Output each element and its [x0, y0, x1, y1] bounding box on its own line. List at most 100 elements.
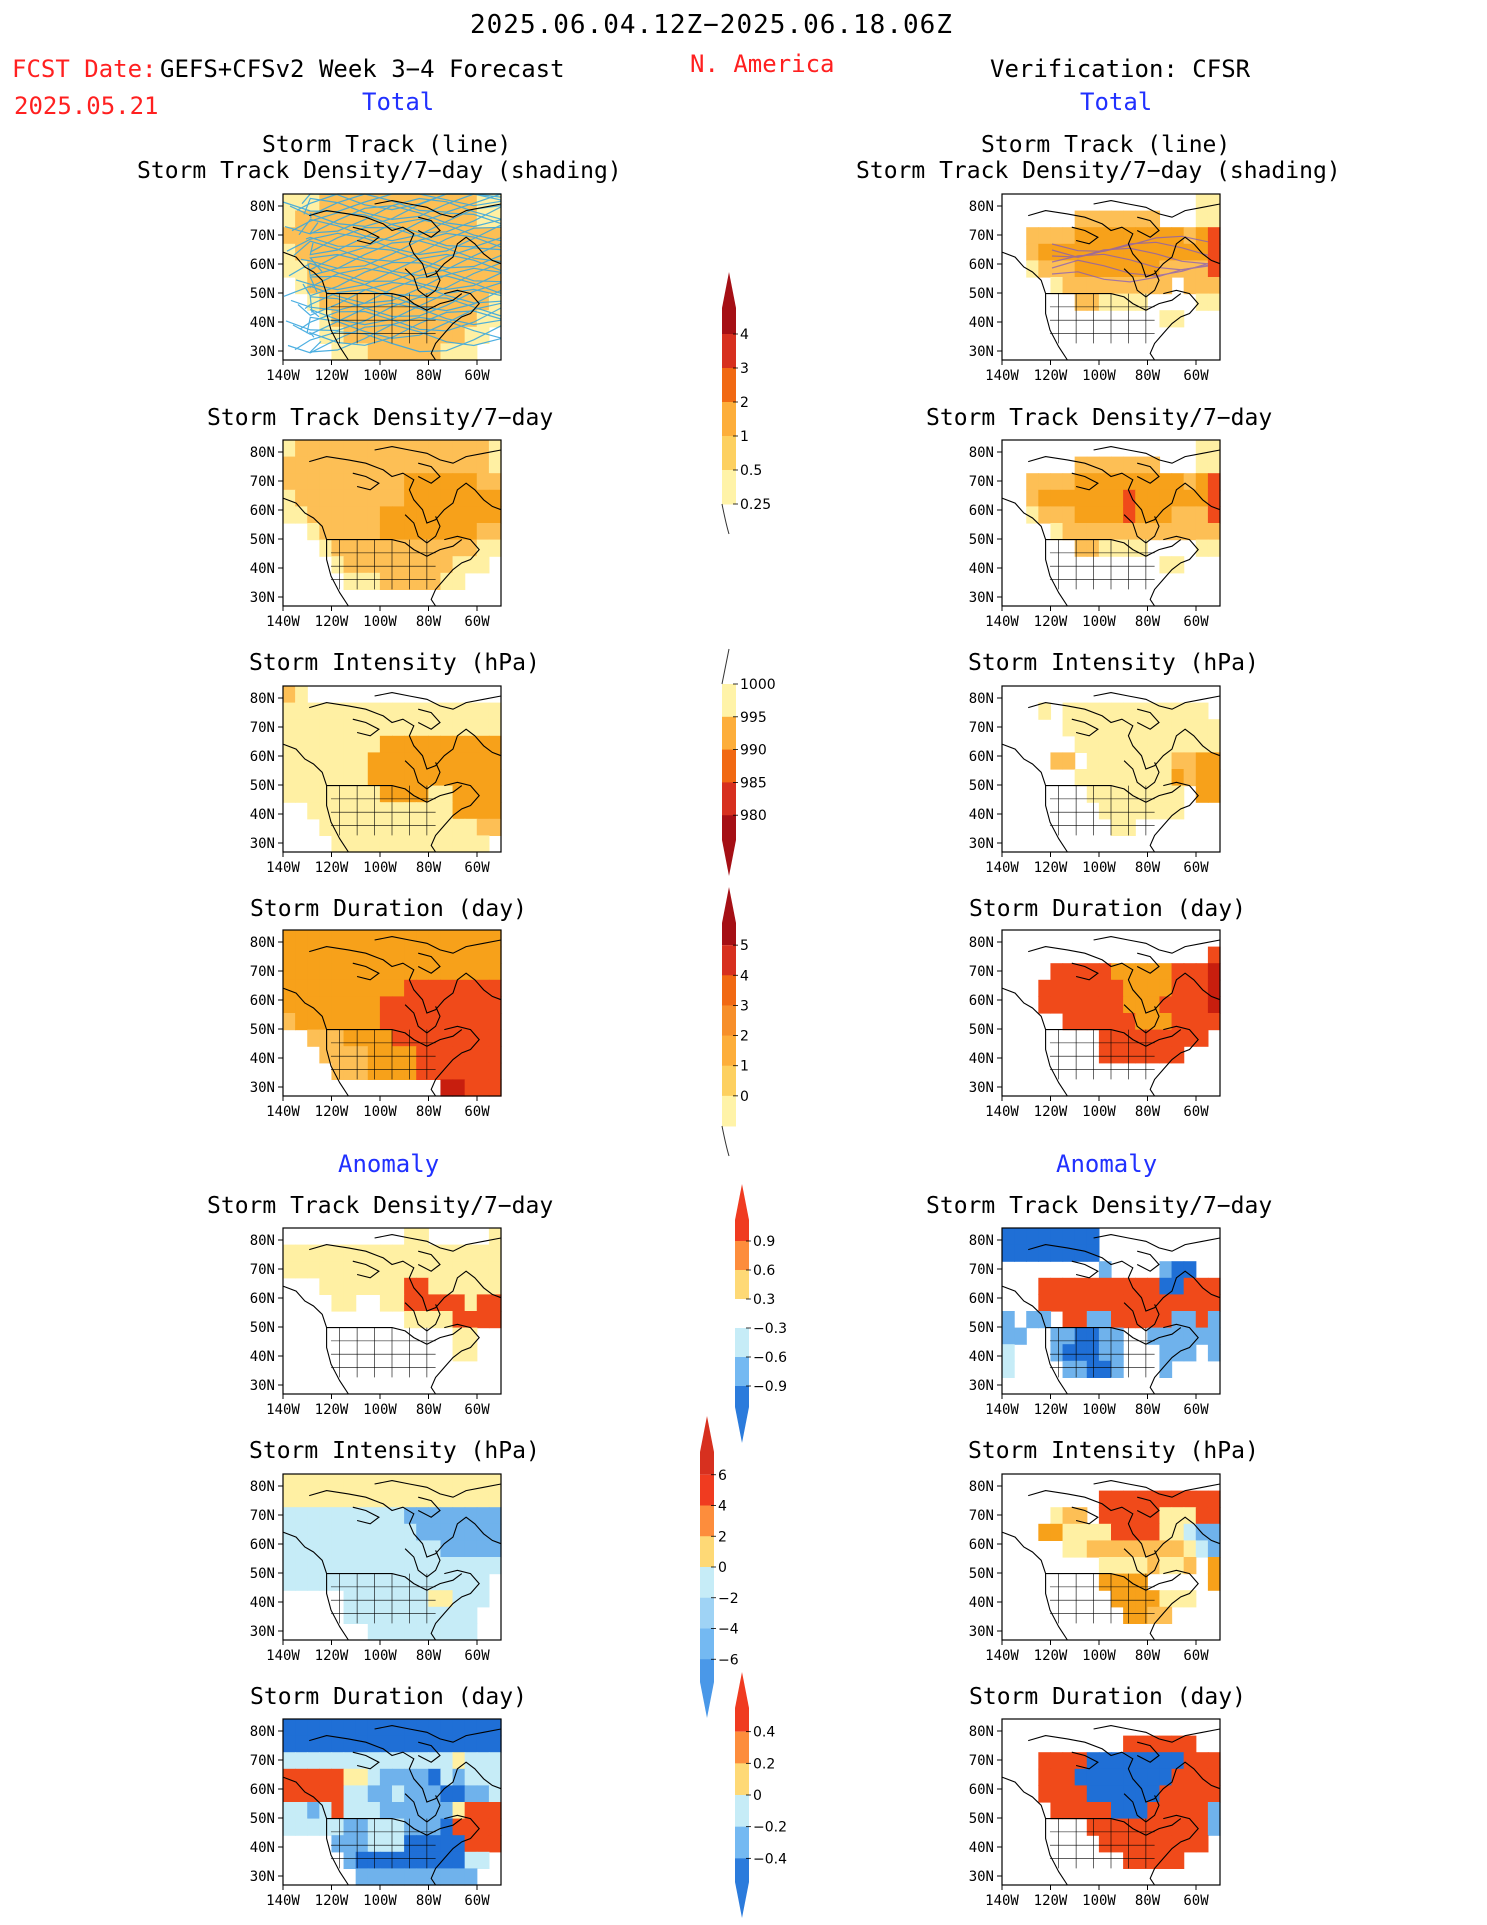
shade-cell: [379, 473, 393, 491]
shade-cell: [295, 785, 308, 803]
shade-cell: [1147, 785, 1161, 803]
lon-tick-label: 60W: [1183, 860, 1209, 876]
colorbar-tail: [721, 503, 730, 535]
shade-cell: [367, 785, 381, 803]
shade-cell: [367, 1868, 381, 1886]
shade-cell: [1098, 227, 1112, 245]
shade-cell: [355, 1735, 369, 1753]
shade-cell: [404, 752, 417, 770]
shade-cell: [1038, 260, 1052, 278]
shade-cell: [319, 818, 333, 836]
shade-cell: [379, 243, 393, 261]
shade-cell: [428, 1623, 442, 1641]
shade-cell: [343, 1540, 357, 1558]
shade-cell: [1159, 1835, 1173, 1853]
shade-cell: [379, 1490, 393, 1508]
shade-cell: [1074, 506, 1088, 524]
lat-tick-label: 40N: [250, 315, 275, 331]
shade-cell: [1123, 1029, 1136, 1047]
shade-cell: [283, 210, 296, 228]
country-border: [326, 1327, 463, 1345]
shade-cell: [488, 979, 502, 997]
shade-cell: [355, 769, 369, 787]
shade-cell: [355, 1557, 369, 1575]
shade-cell: [1086, 506, 1100, 524]
shade-cell: [283, 996, 296, 1014]
shade-cell: [428, 1490, 442, 1508]
lon-tick-label: 140W: [985, 1648, 1019, 1664]
shade-cell: [367, 343, 381, 361]
shade-cell: [392, 1802, 405, 1820]
panel-title-intensity-right: Storm Intensity (hPa): [968, 650, 1259, 676]
shade-cell: [1038, 489, 1052, 507]
colorbar-duration-anom: 0.40.20−0.2−0.4: [735, 1672, 787, 1918]
lat-tick-label: 30N: [969, 344, 994, 360]
colorbar-label: 5: [740, 938, 749, 954]
shade-cell: [1086, 1768, 1100, 1786]
shade-cell: [428, 1573, 442, 1591]
shade-cell: [1123, 979, 1136, 997]
shade-cell: [452, 1261, 466, 1279]
shade-cell: [1086, 277, 1100, 295]
colorbar-label: 0.6: [753, 1263, 775, 1279]
shade-cell: [295, 735, 308, 753]
shade-cell: [452, 523, 466, 541]
shade-cell: [440, 473, 454, 491]
shade-cell: [1086, 1360, 1100, 1378]
shade-cell: [404, 1851, 417, 1869]
shade-cell: [367, 1277, 381, 1295]
coastline: [1149, 289, 1199, 361]
shade-cell: [464, 343, 478, 361]
lat-tick-label: 70N: [250, 474, 275, 490]
lat-tick-label: 50N: [969, 286, 994, 302]
coastline: [430, 1025, 480, 1097]
shade-cell: [355, 1540, 369, 1558]
shade-cell: [379, 1719, 393, 1737]
coastline: [374, 936, 502, 954]
shade-cell: [1123, 996, 1136, 1014]
shade-cell: [319, 1573, 333, 1591]
shade-cell: [1086, 210, 1100, 228]
lat-tick-label: 50N: [969, 1022, 994, 1038]
coastline: [430, 1569, 480, 1641]
shade-cell: [295, 277, 308, 295]
shade-cell: [343, 1523, 357, 1541]
shade-cell: [440, 506, 454, 524]
shade-cell: [1135, 523, 1148, 541]
shade-cell: [1135, 769, 1148, 787]
coastlines: [282, 200, 502, 361]
shade-cell: [1159, 1261, 1173, 1279]
shade-cell: [1123, 1046, 1136, 1064]
shade-cell: [1050, 227, 1064, 245]
shade-cell: [1207, 1327, 1221, 1345]
shade-cell: [1086, 1311, 1100, 1329]
lon-tick-label: 100W: [363, 1402, 397, 1418]
shade-cell: [1207, 752, 1221, 770]
colorbar-label: −4: [718, 1622, 739, 1638]
shade-cell: [1074, 719, 1088, 737]
shade-cell: [343, 473, 357, 491]
shade-cell: [1207, 1768, 1221, 1786]
shade-cell: [319, 1507, 333, 1525]
shade-cell: [392, 1046, 405, 1064]
panel-title-density-left: Storm Track Density/7−day: [207, 405, 554, 431]
shade-cell: [428, 1294, 442, 1312]
shade-cell: [331, 769, 345, 787]
colorbar-label: −0.4: [753, 1851, 787, 1867]
shade-cell: [1147, 1818, 1161, 1836]
shade-cell: [1147, 1835, 1161, 1853]
shade-cell: [343, 1277, 357, 1295]
shade-cell: [440, 1079, 454, 1097]
shade-cell: [1171, 523, 1185, 541]
lat-tick-label: 70N: [250, 228, 275, 244]
shade-cell: [295, 1244, 308, 1262]
shade-cell: [1098, 1818, 1112, 1836]
lat-tick-label: 40N: [250, 1051, 275, 1067]
storm-track-line: [300, 232, 502, 269]
shade-cell: [1002, 1344, 1015, 1362]
shade-cell: [1086, 539, 1100, 557]
shade-cell: [428, 556, 442, 574]
shade-cell: [404, 1244, 417, 1262]
shade-cell: [1111, 963, 1124, 981]
